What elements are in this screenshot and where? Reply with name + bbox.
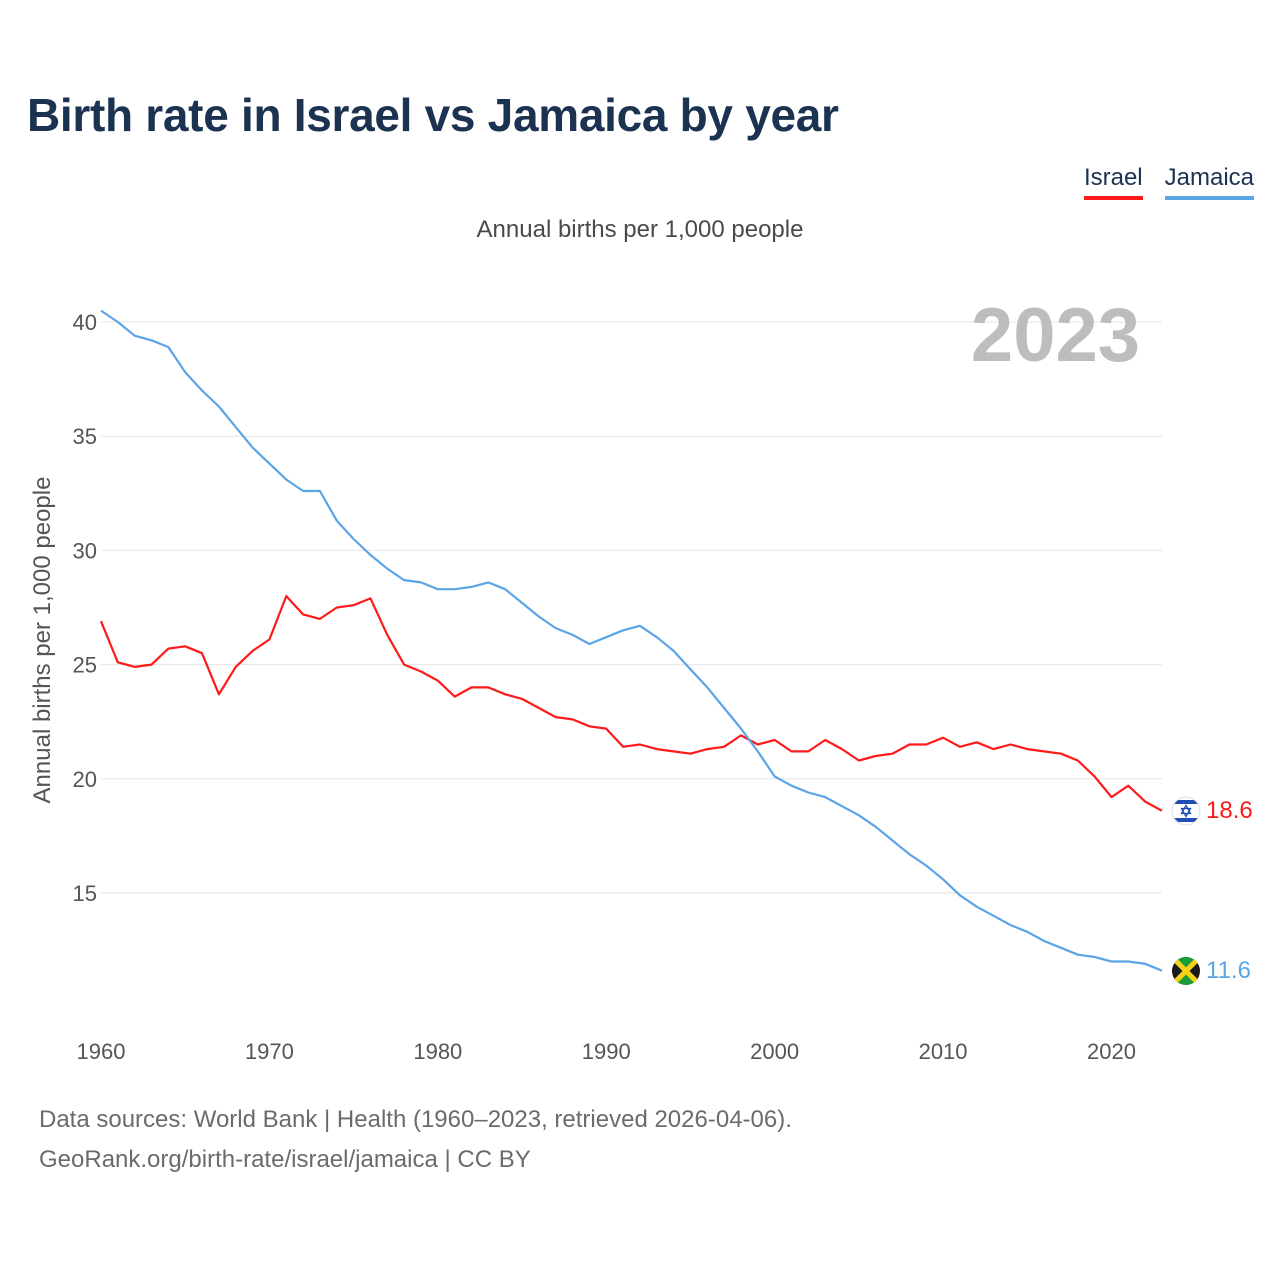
- series-line-israel[interactable]: [99, 594, 1163, 812]
- x-tick-label: 2010: [919, 1039, 968, 1064]
- jamaica-flag-icon: [1172, 957, 1200, 985]
- x-tick-label: 2000: [750, 1039, 799, 1064]
- x-tick-label: 1970: [245, 1039, 294, 1064]
- legend-item-israel[interactable]: Israel: [1083, 164, 1143, 200]
- y-axis-label: Annual births per 1,000 people: [29, 477, 56, 804]
- y-tick-label: 20: [73, 767, 97, 792]
- y-tick-label: 15: [73, 881, 97, 906]
- end-label-israel: 18.6: [1206, 797, 1253, 824]
- x-tick-label: 2020: [1087, 1039, 1136, 1064]
- series-line-jamaica[interactable]: [100, 309, 1163, 972]
- y-tick-label: 30: [73, 538, 97, 563]
- end-label-jamaica: 11.6: [1206, 957, 1251, 984]
- series-lines: [99, 309, 1163, 972]
- attribution-line: GeoRank.org/birth-rate/israel/jamaica | …: [39, 1146, 531, 1173]
- x-tick-label: 1980: [413, 1039, 462, 1064]
- legend: Israel Jamaica: [1083, 164, 1254, 200]
- y-tick-label: 40: [73, 310, 97, 335]
- x-axis-ticks: 1960 1970 1980 1990 2000 2010 2020: [77, 1039, 1136, 1064]
- israel-flag-icon: [1171, 796, 1201, 826]
- x-tick-label: 1960: [77, 1039, 126, 1064]
- chart-subtitle: Annual births per 1,000 people: [476, 216, 804, 243]
- y-tick-label: 35: [73, 424, 97, 449]
- chart-title: Birth rate in Israel vs Jamaica by year: [27, 89, 839, 141]
- gridlines: [101, 321, 1162, 894]
- year-display: 2023: [971, 293, 1140, 378]
- y-axis-ticks: 15 20 25 30 35 40: [73, 310, 97, 906]
- x-tick-label: 1990: [582, 1039, 631, 1064]
- y-tick-label: 25: [73, 653, 97, 678]
- source-line: Data sources: World Bank | Health (1960–…: [39, 1106, 792, 1133]
- legend-item-jamaica[interactable]: Jamaica: [1164, 164, 1254, 200]
